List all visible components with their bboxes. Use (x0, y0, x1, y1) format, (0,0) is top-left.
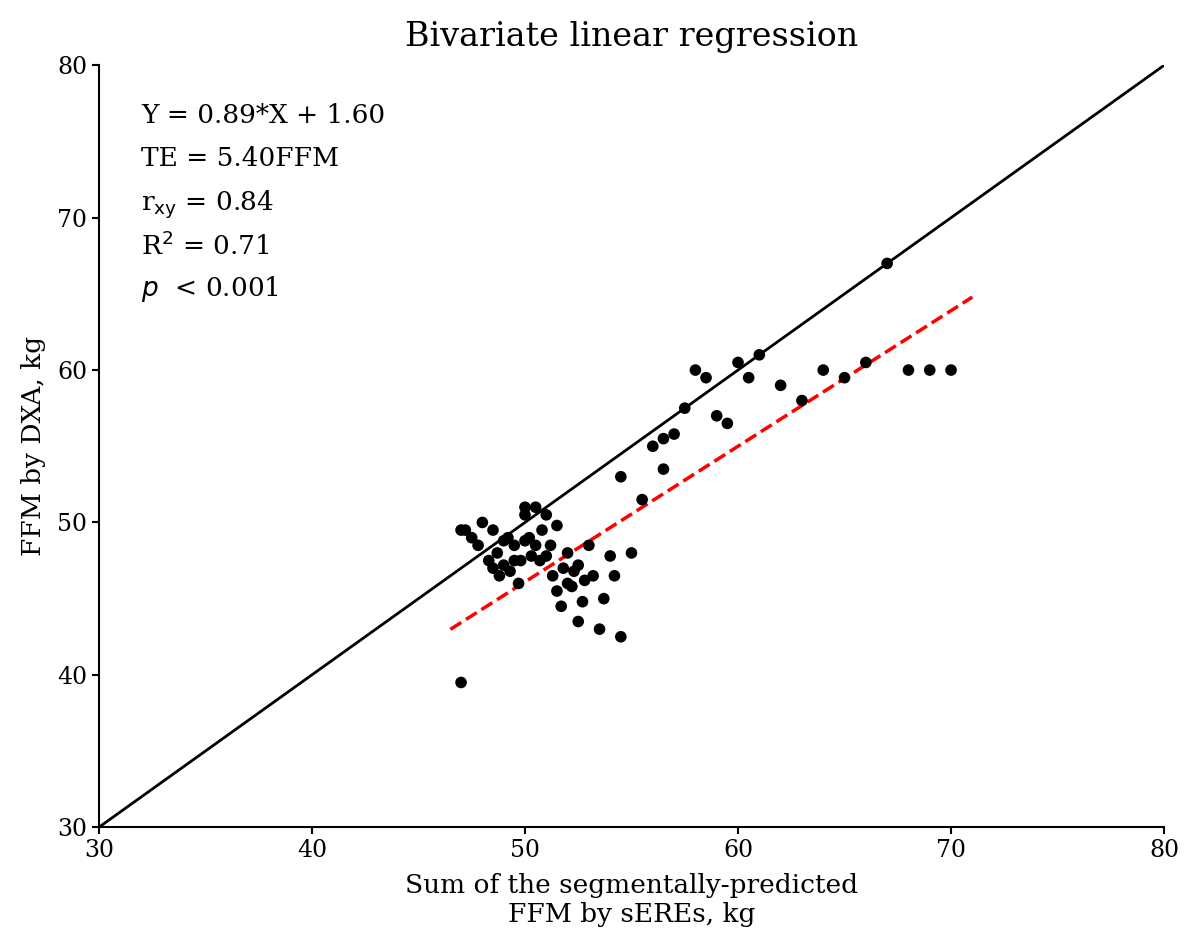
Point (814, 362, 833, 377)
Point (479, 553, 498, 568)
Text: $\it{p}$  < 0.001: $\it{p}$ < 0.001 (142, 274, 280, 304)
Point (622, 545, 641, 560)
Point (451, 675, 470, 690)
Point (451, 522, 470, 538)
Point (515, 507, 534, 522)
Text: r$_{\mathrm{xy}}$ = 0.84: r$_{\mathrm{xy}}$ = 0.84 (142, 189, 274, 221)
Point (600, 548, 619, 563)
Point (544, 568, 563, 583)
Point (494, 557, 514, 573)
Point (536, 548, 556, 563)
Point (520, 530, 539, 545)
Point (605, 568, 624, 583)
Point (942, 362, 961, 377)
Point (511, 553, 530, 568)
Point (490, 568, 509, 583)
Point (500, 564, 520, 579)
Point (572, 594, 592, 610)
Text: R$^2$ = 0.71: R$^2$ = 0.71 (142, 231, 270, 260)
Point (494, 533, 514, 548)
Point (686, 362, 706, 377)
Point (611, 629, 630, 645)
Point (569, 557, 588, 573)
Point (718, 416, 737, 431)
Point (772, 377, 791, 392)
X-axis label: Sum of the segmentally-predicted
FFM by sEREs, kg: Sum of the segmentally-predicted FFM by … (404, 873, 858, 927)
Point (498, 530, 517, 545)
Point (583, 568, 602, 583)
Point (792, 393, 811, 409)
Point (462, 530, 481, 545)
Point (515, 533, 534, 548)
Point (547, 583, 566, 598)
Point (522, 548, 541, 563)
Point (530, 553, 550, 568)
Point (575, 573, 594, 588)
Point (580, 538, 599, 553)
Point (505, 553, 524, 568)
Point (558, 545, 577, 560)
Point (563, 579, 582, 594)
Point (536, 507, 556, 522)
Point (676, 401, 695, 416)
Point (728, 355, 748, 370)
Point (835, 370, 854, 385)
Point (696, 370, 715, 385)
Point (750, 347, 769, 362)
Point (569, 614, 588, 629)
Point (468, 538, 487, 553)
Point (526, 500, 545, 515)
Point (739, 370, 758, 385)
Point (632, 492, 652, 507)
Point (590, 622, 610, 637)
Point (484, 560, 503, 575)
Title: Bivariate linear regression: Bivariate linear regression (404, 21, 858, 53)
Point (611, 469, 630, 484)
Point (473, 515, 492, 530)
Point (654, 431, 673, 447)
Point (547, 518, 566, 533)
Point (553, 560, 572, 575)
Point (487, 545, 506, 560)
Point (594, 591, 613, 606)
Point (552, 599, 571, 614)
Point (707, 409, 726, 424)
Point (558, 575, 577, 591)
Point (665, 427, 684, 442)
Point (564, 564, 583, 579)
Point (515, 500, 534, 515)
Point (505, 538, 524, 553)
Text: TE = 5.40FFM: TE = 5.40FFM (142, 146, 340, 171)
Point (533, 522, 552, 538)
Point (654, 462, 673, 477)
Y-axis label: FFM by DXA, kg: FFM by DXA, kg (20, 337, 46, 556)
Point (509, 575, 528, 591)
Point (456, 522, 475, 538)
Text: Y = 0.89*X + 1.60: Y = 0.89*X + 1.60 (142, 103, 385, 128)
Point (857, 355, 876, 370)
Point (877, 256, 896, 271)
Point (484, 522, 503, 538)
Point (899, 362, 918, 377)
Point (920, 362, 940, 377)
Point (643, 439, 662, 454)
Point (526, 538, 545, 553)
Point (541, 538, 560, 553)
